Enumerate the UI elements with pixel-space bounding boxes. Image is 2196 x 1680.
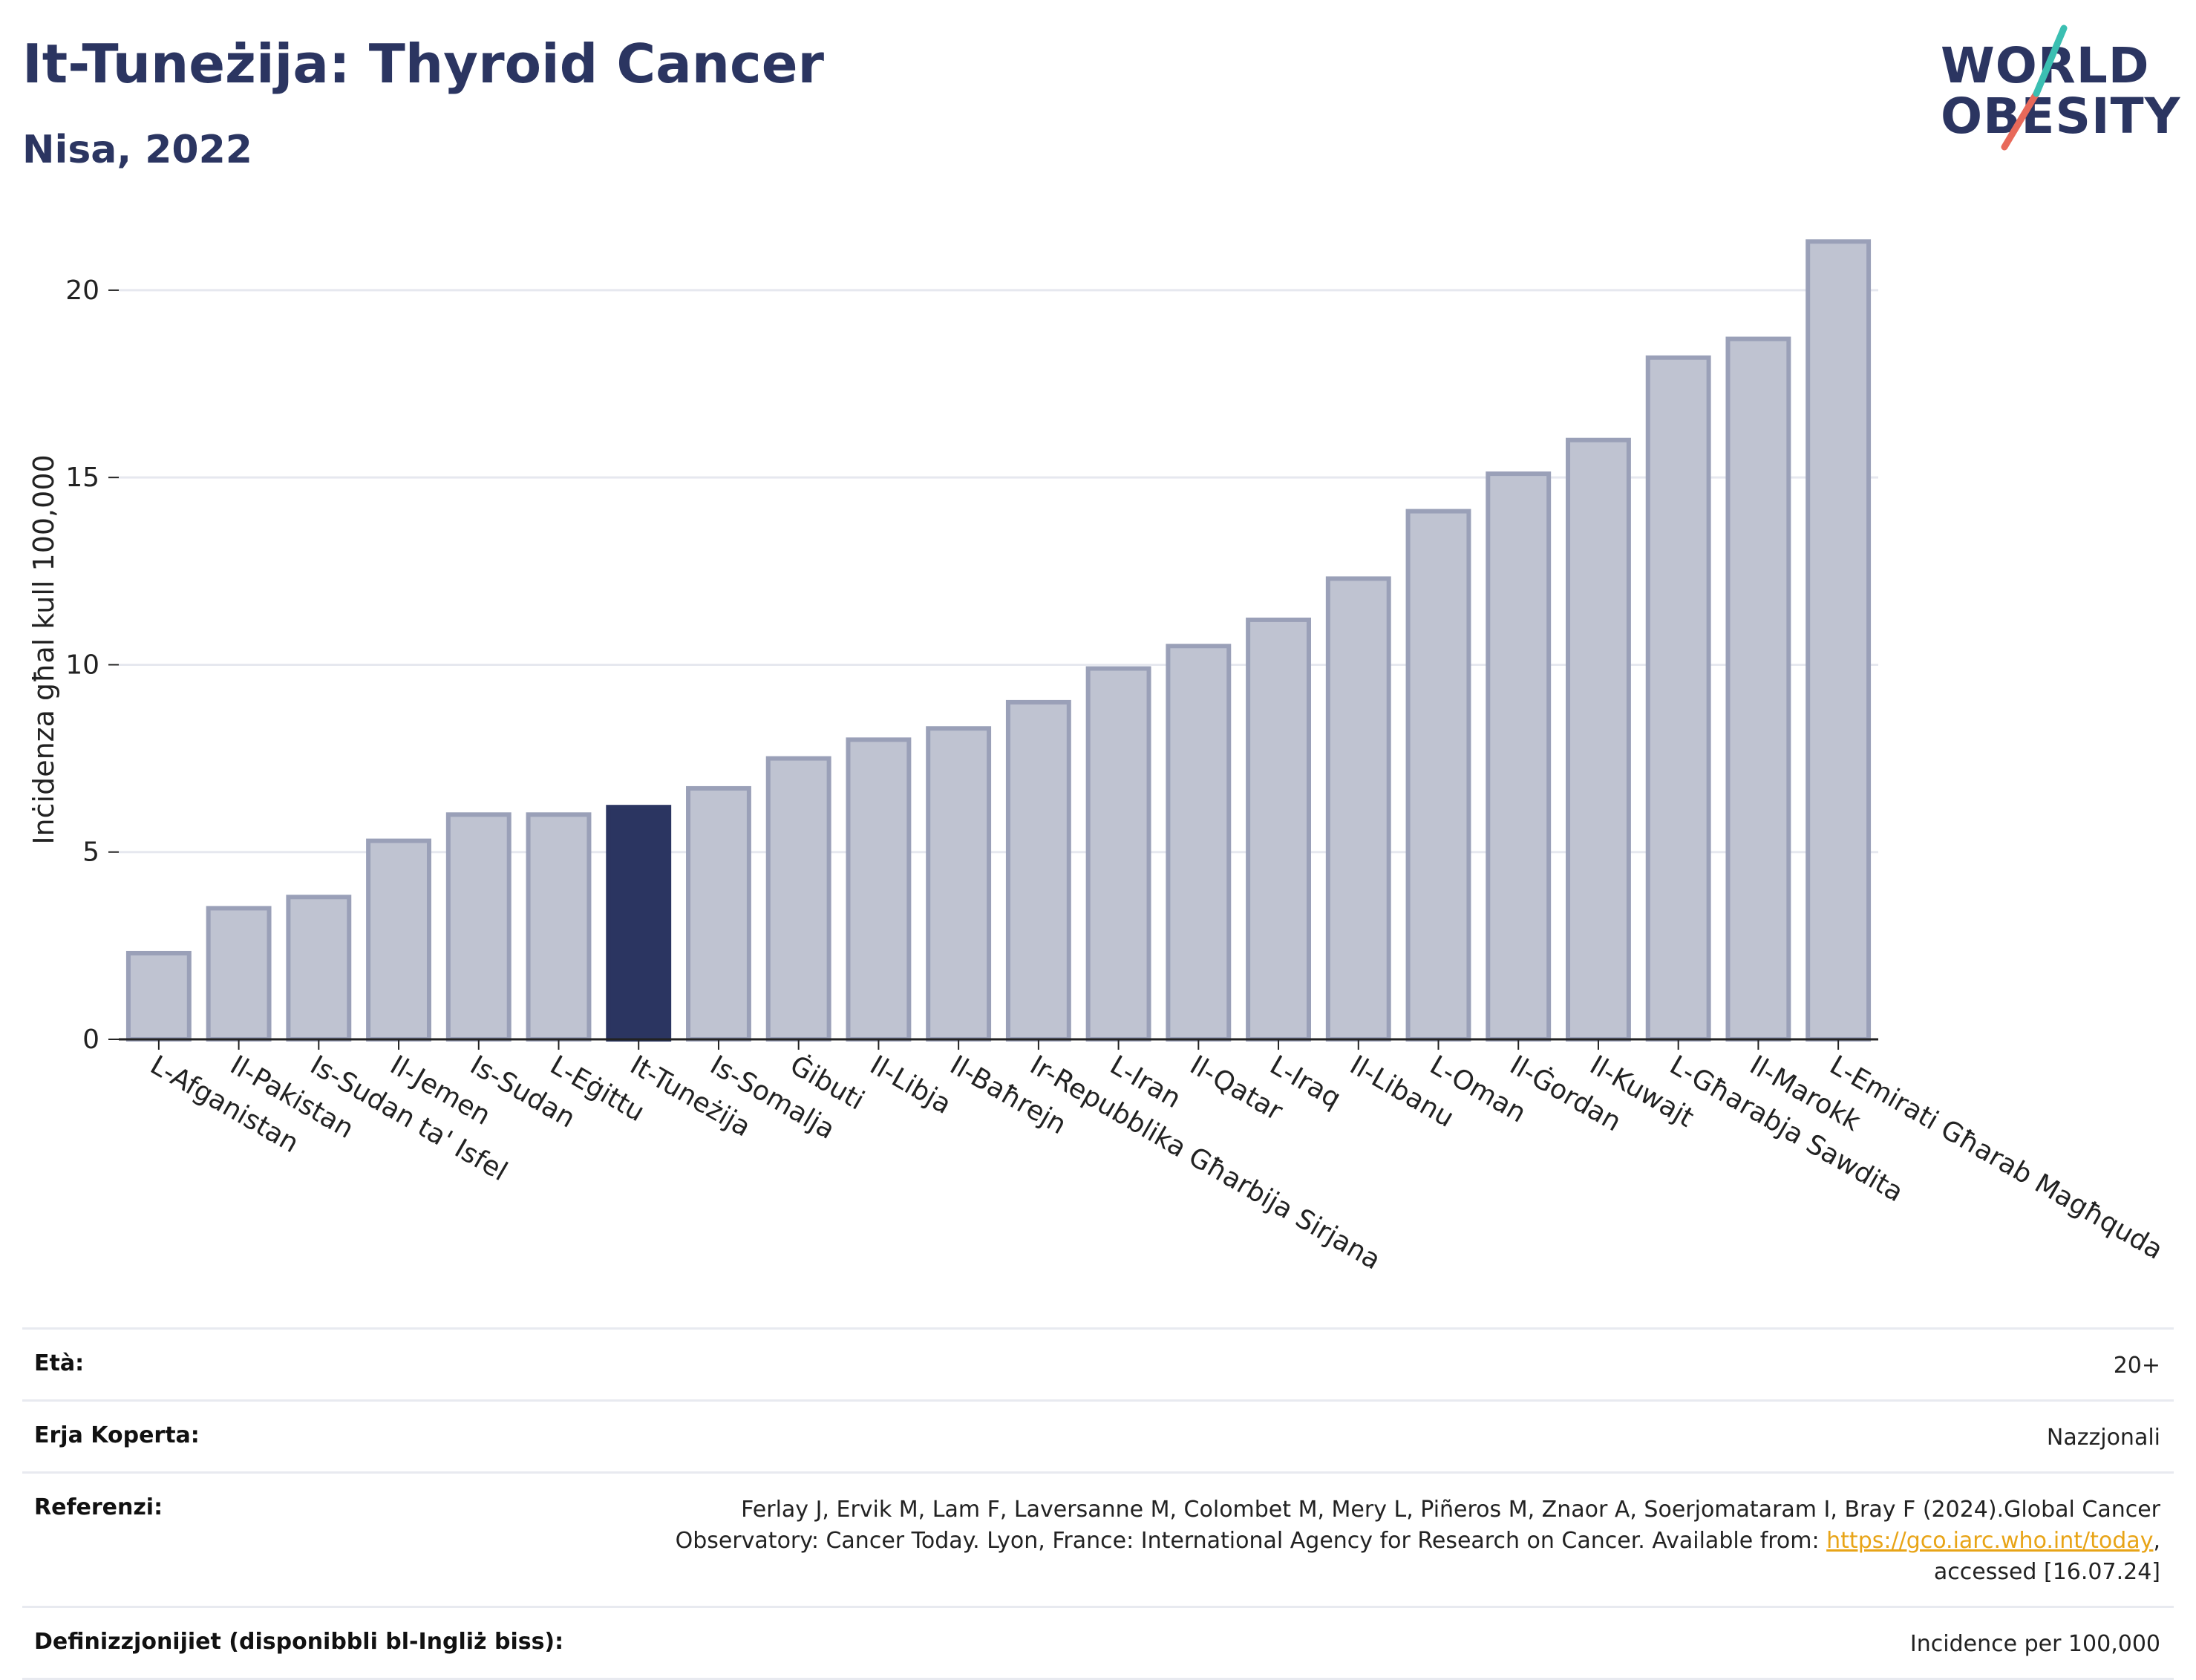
x-tick-label: Il-Qatar [1185,1050,1288,1127]
reference-line-2: Observatory: Cancer Today. Lyon, France:… [675,1528,1827,1554]
meta-row-definitions: Definizzjonijiet (disponibbli bl-Ingliż … [22,1608,2174,1680]
bar [1005,699,1071,1042]
meta-value: 20+ [2113,1353,2160,1379]
y-tick-label: 0 [82,1024,99,1055]
bar [1166,644,1232,1042]
meta-row-area: Erja Koperta: Nazzjonali [22,1402,2174,1474]
y-tick-label: 5 [82,837,99,868]
bar [445,812,512,1042]
bar [765,756,831,1042]
metadata-table: Età: 20+ Erja Koperta: Nazzjonali Refere… [22,1327,2174,1680]
y-tick-label: 10 [65,650,99,680]
bar-chart: 0 5 10 15 20 L-AfganistanIl-PakistanIs-Sudan… [27,239,2168,1276]
bar [366,838,431,1042]
bar [1725,336,1791,1042]
bar [1405,509,1471,1042]
page-subtitle: Nisa, 2022 [22,128,252,172]
bar [846,737,912,1042]
bar [286,895,352,1042]
bar [1566,437,1631,1042]
meta-label: Età: [34,1350,85,1376]
y-tick-label: 15 [65,463,99,493]
bar [1645,355,1711,1042]
logo-line-2: OBESITY [1941,88,2181,145]
logo-slash-icon [2001,24,2068,151]
y-tick-labels: 0 5 10 15 20 [65,275,119,1055]
reference-line-2-end: , [2153,1528,2160,1554]
meta-value: Nazzjonali [2046,1425,2160,1451]
bar [1085,666,1151,1042]
reference-link[interactable]: https://gco.iarc.who.int/today [1826,1528,2154,1554]
bar [1486,471,1552,1042]
bar [206,906,272,1042]
bar [686,785,751,1042]
bar [1325,576,1391,1042]
meta-label: Erja Koperta: [34,1422,200,1448]
bar [926,726,992,1042]
bar-highlighted [606,805,672,1042]
meta-value: Ferlay J, Ervik M, Lam F, Laversanne M, … [676,1494,2160,1588]
x-tick-label: L-Emirati Għarab Magħquda [1825,1050,2168,1266]
x-tick-label: Il-Libja [865,1050,956,1120]
reference-line-1: Ferlay J, Ervik M, Lam F, Laversanne M, … [741,1497,2160,1523]
meta-row-age: Età: 20+ [22,1330,2174,1402]
bars [125,239,1872,1042]
bar [1806,239,1872,1042]
reference-line-3: accessed [16.07.24] [1933,1559,2160,1585]
meta-label: Referenzi: [34,1494,163,1520]
y-axis-label: Inċidenza għal kull 100,000 [27,454,60,844]
meta-label: Definizzjonijiet (disponibbli bl-Ingliż … [34,1629,564,1655]
world-obesity-logo: WORLD OBESITY [1930,21,2183,162]
meta-row-references: Referenzi: Ferlay J, Ervik M, Lam F, Lav… [22,1474,2174,1608]
y-tick-label: 20 [65,275,99,306]
bar [125,950,192,1042]
bar [526,812,592,1042]
meta-value: Incidence per 100,000 [1909,1631,2160,1657]
bar [1246,617,1311,1042]
page-title: It-Tuneżija: Thyroid Cancer [22,33,825,95]
